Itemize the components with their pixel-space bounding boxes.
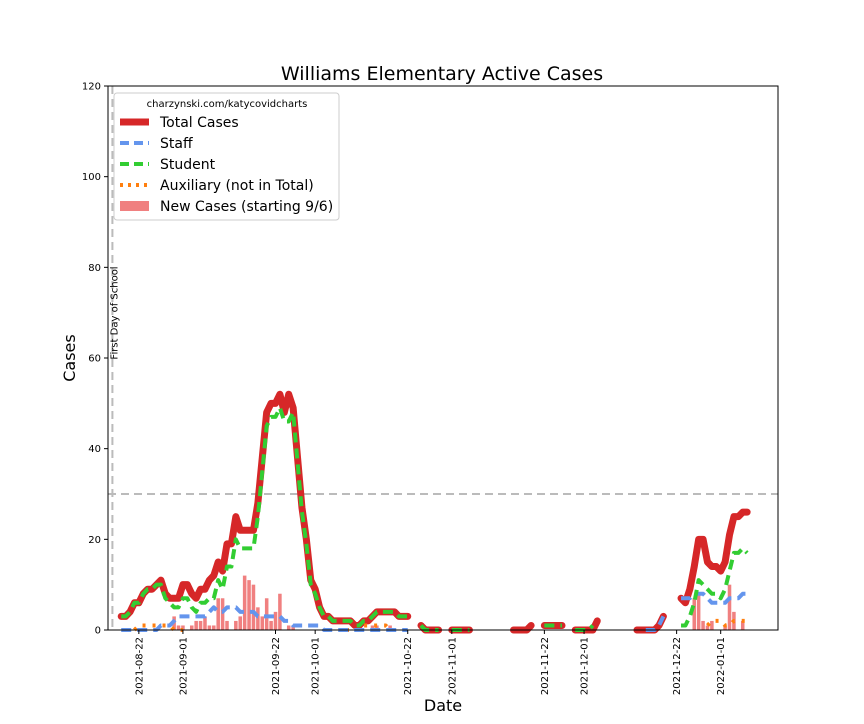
x-tick-label: 2021-09-01 [178, 637, 189, 695]
staff-line [681, 591, 748, 605]
chart-title: Williams Elementary Active Cases [281, 63, 603, 85]
new-cases-bar [723, 625, 727, 630]
new-cases-bar [269, 620, 273, 630]
total-cases-line [677, 508, 751, 607]
x-axis-label: Date [424, 696, 462, 715]
new-cases-bar [692, 598, 697, 630]
y-tick-label: 60 [88, 354, 101, 365]
y-tick-label: 80 [88, 263, 101, 274]
new-cases-bar [251, 584, 256, 630]
x-tick-label: 2021-08-22 [134, 637, 145, 695]
new-cases-bar [181, 625, 185, 630]
new-cases-bar [388, 625, 392, 630]
y-tick-label: 20 [88, 535, 101, 546]
x-tick-label: 2021-10-01 [311, 637, 322, 695]
new-cases-bar [286, 625, 291, 630]
new-cases-bar [291, 625, 295, 630]
x-tick-label: 2021-12-01 [580, 637, 591, 695]
legend-label: New Cases (starting 9/6) [160, 199, 333, 215]
student-line [681, 546, 749, 628]
new-cases-bar [727, 584, 732, 630]
new-cases-bar [203, 616, 207, 630]
new-cases-bar [273, 611, 278, 630]
new-cases-bar [701, 620, 705, 630]
first-day-label: First Day of School [109, 266, 120, 359]
new-cases-bar [696, 593, 701, 630]
legend-label: Student [160, 157, 216, 173]
new-cases-bar [705, 625, 710, 630]
x-tick-label: 2021-11-22 [540, 637, 551, 695]
y-axis-label: Cases [60, 334, 79, 382]
new-cases-bar [260, 616, 265, 630]
x-tick-label: 2021-10-22 [403, 637, 414, 695]
new-cases-bar [740, 620, 745, 630]
legend: charzynski.com/katycovidcharts Total Cas… [113, 92, 340, 221]
legend-label: Auxiliary (not in Total) [160, 178, 314, 194]
new-cases-bar [198, 620, 203, 630]
new-cases-bar [212, 625, 216, 630]
x-tick-label: 2021-09-22 [271, 637, 282, 695]
y-tick-label: 0 [95, 626, 101, 637]
new-cases-bar [278, 593, 282, 630]
new-cases-bar [220, 598, 225, 630]
legend-box [113, 92, 340, 221]
new-cases-bar [247, 580, 251, 630]
x-tick-label: 2022-01-01 [716, 637, 727, 695]
legend-swatch-new-cases [120, 201, 149, 211]
new-cases-bar [264, 598, 269, 630]
new-cases-bar [370, 625, 375, 630]
legend-entries: Total Cases Staff Student Auxiliary (not in… [120, 115, 333, 215]
new-cases-bar [710, 620, 714, 630]
axes: 0 20 40 60 80 100 120 2021-08-22 2021-09-01 2021-… [82, 82, 727, 696]
new-cases-bar [238, 616, 242, 630]
x-tick-label: 2021-12-22 [672, 637, 683, 695]
new-cases-bar [375, 625, 379, 630]
x-tick-label: 2021-11-01 [447, 637, 458, 695]
new-cases-bar [207, 625, 212, 630]
legend-label: Total Cases [159, 115, 239, 131]
new-cases-bar [176, 625, 181, 630]
new-cases-bar [234, 620, 238, 630]
y-tick-label: 100 [82, 172, 101, 183]
legend-source: charzynski.com/katycovidcharts [147, 99, 308, 110]
y-tick-label: 120 [82, 82, 101, 93]
new-cases-bar [194, 620, 198, 630]
new-cases-bar [256, 607, 260, 630]
new-cases-bar [225, 620, 229, 630]
auxiliary-line [346, 623, 395, 632]
legend-label: Staff [160, 136, 193, 152]
student-line [121, 405, 408, 628]
y-tick-label: 40 [88, 444, 101, 455]
new-cases-bar [189, 625, 194, 630]
plot-area: First Day of School [108, 86, 778, 634]
new-cases-bar [216, 598, 220, 630]
new-cases-bar [242, 575, 247, 630]
